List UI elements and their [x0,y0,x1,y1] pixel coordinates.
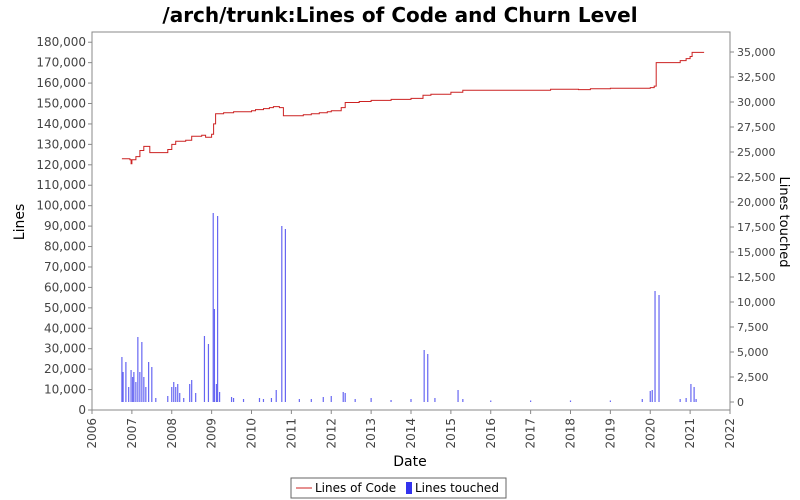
lines-touched-series [121,213,697,402]
y2-tick-label: 22,500 [737,171,776,184]
y2-tick-label: 25,000 [737,146,776,159]
y-tick-label: 180,000 [36,35,86,49]
y2-tick-label: 17,500 [737,221,776,234]
y-tick-label: 20,000 [44,362,86,376]
y-tick-label: 70,000 [44,260,86,274]
x-tick-label: 2013 [364,418,378,449]
y2-tick-label: 0 [737,396,744,409]
x-tick-label: 2021 [683,418,697,449]
x-tick-label: 2016 [484,418,498,449]
x-tick-label: 2012 [324,418,338,449]
x-tick-label: 2020 [643,418,657,449]
plot-area [91,31,731,411]
y-tick-label: 120,000 [36,158,86,172]
x-tick-label: 2006 [85,418,99,449]
x-axis: 2006 2007 2008 2009 2010 2011 2012 2013 2014 2015… [85,410,737,449]
y2-tick-label: 12,500 [737,271,776,284]
y2-tick-label: 27,500 [737,121,776,134]
y-tick-label: 60,000 [44,280,86,294]
y-tick-label: 150,000 [36,97,86,111]
y-tick-label: 0 [78,403,86,417]
x-tick-label: 2019 [603,418,617,449]
y2-tick-label: 32,500 [737,71,776,84]
y-tick-label: 90,000 [44,219,86,233]
legend-label-lines-of-code: Lines of Code [315,481,396,495]
secondary-y-axis: 0 2,500 5,000 7,500 10,000 12,500 15,000 17,500… [730,46,776,409]
y-axis: 0 10,000 20,000 30,000 40,000 50,000 60,000 70,… [36,35,92,417]
y2-tick-label: 5,000 [737,346,769,359]
x-tick-label: 2015 [444,418,458,449]
lines-of-code-line [121,51,705,165]
x-tick-label: 2007 [125,418,139,449]
x-tick-label: 2011 [284,418,298,449]
x-tick-label: 2010 [245,418,259,449]
y-tick-label: 10,000 [44,383,86,397]
y-tick-label: 110,000 [36,178,86,192]
x-tick-label: 2017 [524,418,538,449]
x-tick-label: 2022 [723,418,737,449]
legend-box [290,477,507,499]
y-tick-label: 80,000 [44,240,86,254]
y-tick-label: 130,000 [36,137,86,151]
legend: Lines of Code Lines touched [290,477,507,499]
y2-tick-label: 7,500 [737,321,769,334]
y-tick-label: 140,000 [36,117,86,131]
y-tick-label: 30,000 [44,342,86,356]
y-tick-label: 40,000 [44,321,86,335]
x-tick-label: 2008 [165,418,179,449]
legend-swatch-lines-touched [406,482,412,494]
x-tick-label: 2009 [205,418,219,449]
y-tick-label: 100,000 [36,199,86,213]
y-tick-label: 160,000 [36,76,86,90]
y-tick-label: 170,000 [36,56,86,70]
chart-title: /arch/trunk:Lines of Code and Churn Leve… [162,3,637,27]
secondary-y-axis-label: Lines touched [776,177,791,268]
y2-tick-label: 2,500 [737,371,769,384]
y2-tick-label: 35,000 [737,46,776,59]
y-tick-label: 50,000 [44,301,86,315]
y2-tick-label: 15,000 [737,246,776,259]
y2-tick-label: 20,000 [737,196,776,209]
x-axis-label: Date [393,454,426,470]
x-tick-label: 2018 [564,418,578,449]
x-tick-label: 2014 [404,418,418,449]
y2-tick-label: 30,000 [737,96,776,109]
y2-tick-label: 10,000 [737,296,776,309]
legend-label-lines-touched: Lines touched [415,481,499,495]
y-axis-label: Lines [12,204,28,240]
